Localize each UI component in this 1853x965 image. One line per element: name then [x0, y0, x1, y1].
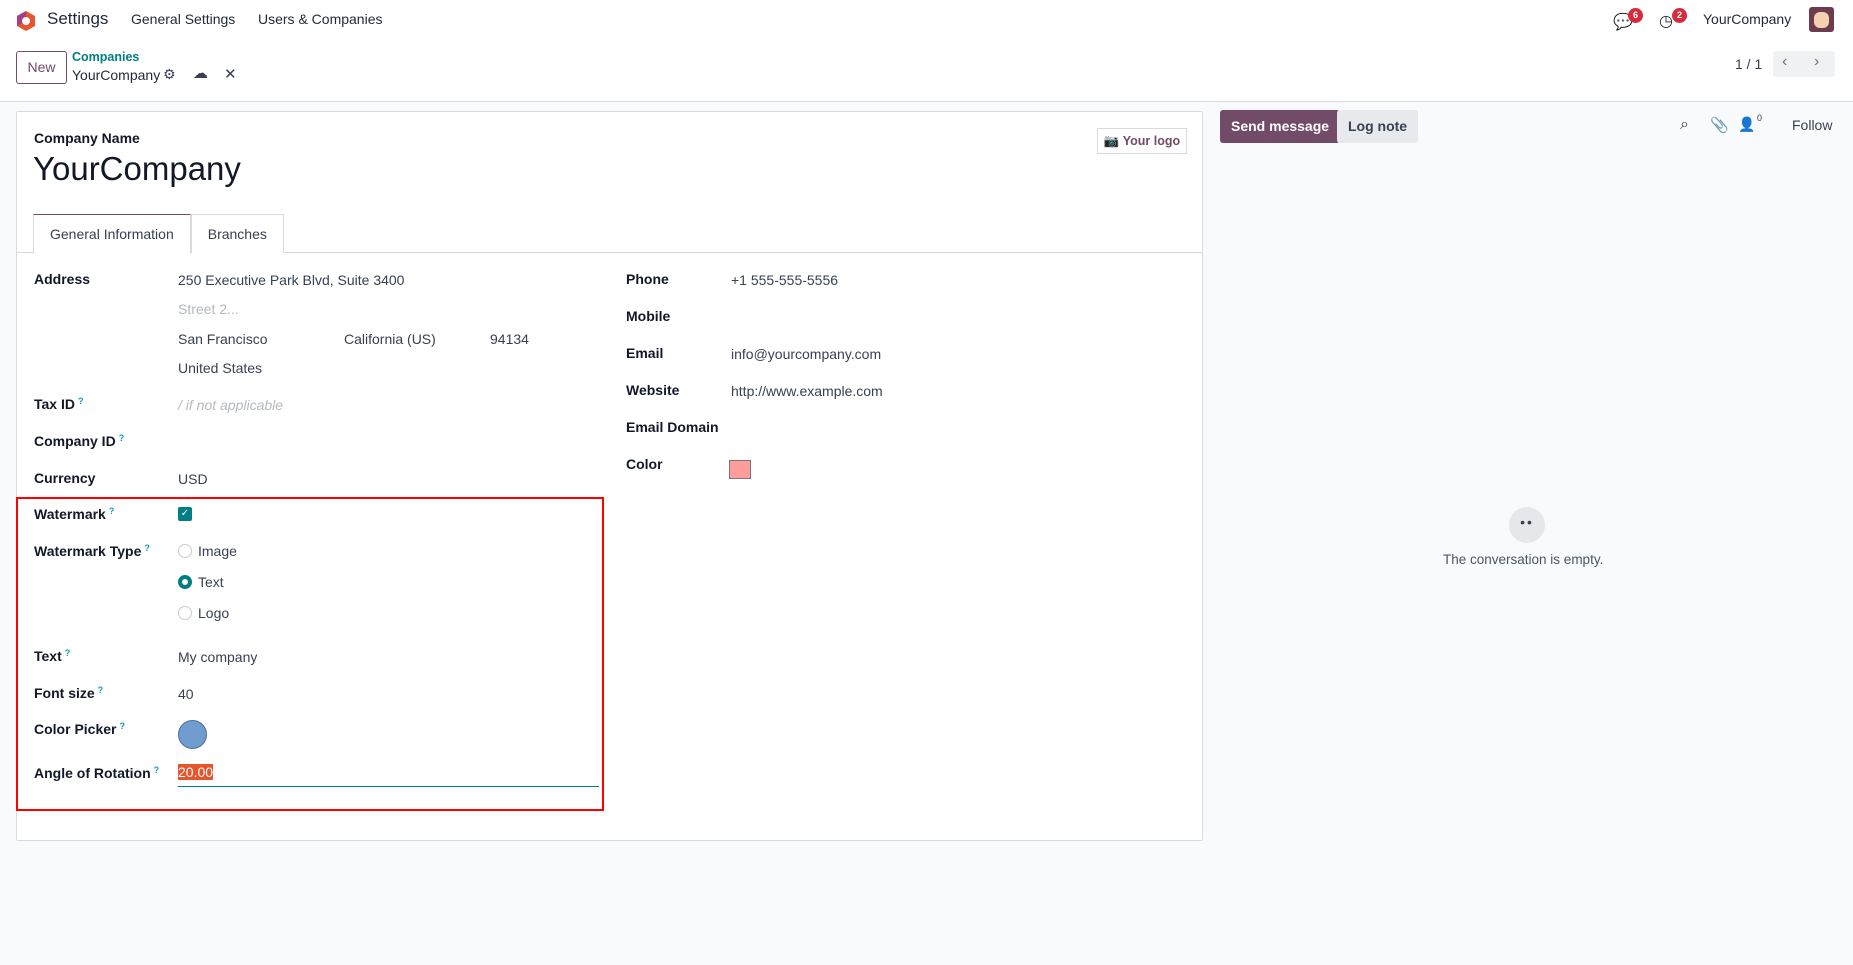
company-switcher[interactable]: YourCompany	[1703, 11, 1792, 27]
pager-buttons: ‹ ›	[1773, 51, 1835, 77]
radio-image[interactable]	[178, 544, 192, 558]
top-navbar: Settings General Settings Users & Compan…	[0, 0, 1853, 42]
tab-divider	[17, 252, 1202, 253]
radio-image-label[interactable]: Image	[198, 543, 237, 559]
breadcrumb-current: YourCompany	[72, 67, 161, 83]
odoo-logo-icon[interactable]	[15, 10, 37, 32]
font-size-input[interactable]: 40	[178, 686, 194, 702]
tab-general-information[interactable]: General Information	[33, 214, 191, 254]
user-avatar[interactable]	[1809, 7, 1834, 32]
log-note-button[interactable]: Log note	[1337, 110, 1419, 143]
followers-count: 0	[1757, 113, 1763, 123]
empty-conversation-text: The conversation is empty.	[1443, 552, 1604, 567]
color-label: Color	[626, 456, 663, 472]
color-swatch[interactable]	[729, 460, 751, 479]
pager-next-icon[interactable]: ›	[1814, 53, 1820, 70]
tax-id-label: Tax ID?	[34, 396, 84, 412]
company-name-input[interactable]: YourCompany	[33, 150, 241, 187]
zip-input[interactable]: 94134	[490, 331, 529, 347]
empty-face-icon: ••	[1509, 507, 1545, 543]
email-domain-label: Email Domain	[626, 419, 719, 435]
address-label: Address	[34, 271, 91, 287]
company-name-label: Company Name	[34, 130, 140, 146]
street-input[interactable]: 250 Executive Park Blvd, Suite 3400	[178, 272, 405, 288]
website-label: Website	[626, 382, 680, 398]
save-cloud-icon[interactable]: ☁	[193, 65, 208, 82]
messages-badge: 6	[1628, 8, 1643, 23]
angle-input[interactable]: 20.00	[178, 764, 599, 787]
mobile-label: Mobile	[626, 308, 671, 324]
logo-upload-button[interactable]: 📷 Your logo	[1097, 128, 1187, 154]
text-label: Text?	[34, 648, 71, 664]
phone-input[interactable]: +1 555-555-5556	[731, 272, 839, 288]
menu-general-settings[interactable]: General Settings	[131, 11, 236, 27]
form-sheet: Company Name YourCompany 📷 Your logo Gen…	[16, 111, 1203, 841]
pager-value[interactable]: 1 / 1	[1735, 56, 1763, 72]
menu-users-companies[interactable]: Users & Companies	[258, 11, 383, 27]
angle-value: 20.00	[178, 764, 214, 780]
company-id-label: Company ID?	[34, 433, 125, 449]
text-input[interactable]: My company	[178, 649, 258, 665]
color-picker-label: Color Picker?	[34, 721, 125, 737]
tab-branches[interactable]: Branches	[190, 214, 284, 253]
radio-text-label[interactable]: Text	[198, 574, 224, 590]
follow-button[interactable]: Follow	[1792, 117, 1833, 133]
paperclip-icon[interactable]: 📎	[1710, 117, 1729, 134]
messages-icon[interactable]: 💬	[1613, 14, 1633, 31]
color-picker-swatch[interactable]	[178, 720, 207, 749]
app-name[interactable]: Settings	[47, 9, 109, 28]
website-input[interactable]: http://www.example.com	[731, 383, 883, 399]
pager-prev-icon[interactable]: ‹	[1782, 53, 1788, 70]
email-input[interactable]: info@yourcompany.com	[731, 346, 882, 362]
watermark-type-label: Watermark Type?	[34, 543, 150, 559]
send-message-button[interactable]: Send message	[1220, 110, 1341, 143]
followers-icon[interactable]: 👤	[1738, 116, 1756, 132]
camera-icon: 📷	[1103, 134, 1123, 148]
country-select[interactable]: United States	[178, 360, 263, 376]
tax-id-input[interactable]: / if not applicable	[178, 397, 284, 413]
email-label: Email	[626, 345, 664, 361]
breadcrumb-companies[interactable]: Companies	[72, 50, 140, 64]
highlight-box	[16, 497, 604, 811]
state-select[interactable]: California (US)	[344, 331, 436, 347]
tab-bar: General Information Branches	[33, 214, 284, 254]
radio-text[interactable]	[178, 575, 192, 589]
new-button[interactable]: New	[16, 51, 67, 84]
currency-select[interactable]: USD	[178, 471, 208, 487]
gear-icon[interactable]: ⚙	[163, 66, 176, 82]
city-input[interactable]: San Francisco	[178, 331, 268, 347]
control-panel: New Companies YourCompany ⚙ ☁ ✕ 1 / 1 ‹ …	[0, 42, 1853, 102]
angle-label: Angle of Rotation?	[34, 765, 160, 781]
activities-badge: 2	[1672, 8, 1687, 23]
watermark-label: Watermark?	[34, 506, 115, 522]
search-icon[interactable]: ⌕	[1680, 116, 1689, 133]
currency-label: Currency	[34, 470, 96, 486]
logo-button-label: Your logo	[1122, 134, 1181, 148]
radio-logo-label[interactable]: Logo	[198, 605, 230, 621]
radio-logo[interactable]	[178, 606, 192, 620]
discard-icon[interactable]: ✕	[224, 66, 237, 83]
watermark-checkbox[interactable]: ✓	[178, 507, 192, 521]
font-size-label: Font size?	[34, 685, 104, 701]
phone-label: Phone	[626, 271, 669, 287]
street2-input[interactable]: Street 2...	[178, 301, 239, 317]
activities-clock-icon[interactable]: ◷	[1659, 13, 1673, 30]
